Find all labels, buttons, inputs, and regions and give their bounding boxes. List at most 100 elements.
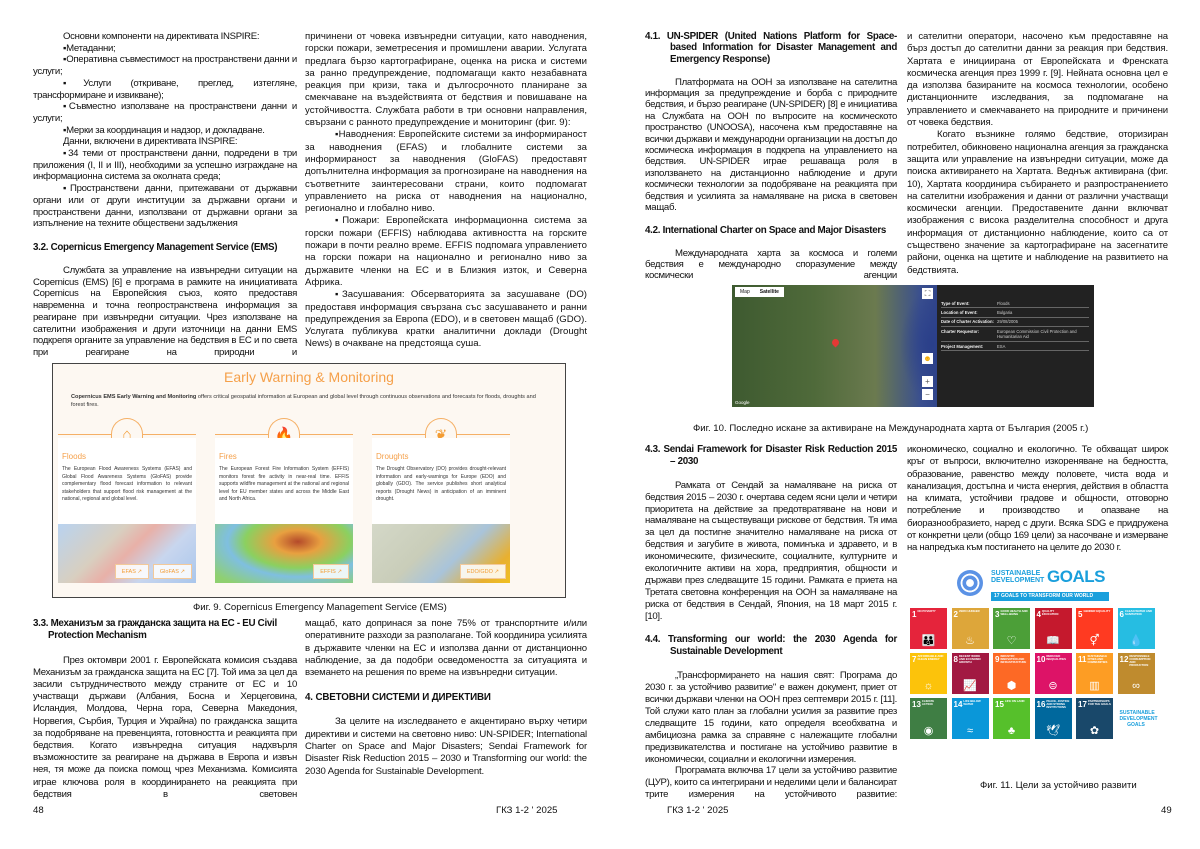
card-link-button[interactable]: GloFAS ↗ (152, 564, 192, 579)
sdg-tile-number: 1 (912, 610, 917, 619)
info-row: Location of Event: Bulgaria (941, 308, 1089, 318)
sdg-tile-number: 3 (995, 610, 1000, 619)
sdg-tile-header: 14 LIFE BELOW WATER (953, 700, 987, 710)
figure-card-fires: 🔥 Fires The European Forest Fire Informati… (215, 416, 353, 583)
paragraph: „Трансформирането на нашия свят: Програм… (645, 670, 897, 765)
street-view-pegman-icon[interactable]: ☻ (922, 353, 933, 364)
satellite-map[interactable]: Map Satellite ⛶ ☻ + − Google (732, 285, 937, 407)
heading-4-2: 4.2. International Charter on Space and … (645, 224, 887, 236)
card-link-button[interactable]: EFAS ↗ (114, 564, 149, 579)
figure-intro-text: offers critical geospatial information a… (71, 394, 536, 408)
sdg-tile-header: 1 NO POVERTY (912, 610, 945, 620)
sdg-goal-icon: 🕊 (1046, 725, 1060, 737)
paragraph: През октомври 2001 г. Европейската комис… (33, 654, 297, 800)
sdg-tile-5: 5 GENDER EQUALITY ⚥ (1076, 608, 1113, 649)
zoom-in-button[interactable]: + (922, 376, 933, 387)
right-column-1-bottom: 4.3. Sendai Framework for Disaster Risk … (645, 444, 897, 801)
left-column-1: Основни компоненти на директивата INSPIR… (33, 31, 297, 359)
sdg-tile-header: 11 SUSTAINABLE CITIES AND COMMUNITIES (1078, 654, 1111, 665)
bullet-item: ▪Съвместно използване на пространствени … (33, 101, 297, 124)
sdg-goal-icon: ☼ (923, 680, 934, 692)
card-map-image: EDO/GDO ↗ (372, 524, 510, 583)
sdg-tile-6: 6 CLEAN WATER AND SANITATION 💧 (1117, 608, 1155, 649)
info-label: Location of Event: (941, 309, 978, 315)
sdg-goal-icon: ✿ (1089, 725, 1100, 737)
satellite-tab[interactable]: Satellite (759, 289, 779, 295)
sdg-tile-header: 8 DECENT WORK AND ECONOMIC GROWTH (953, 654, 987, 665)
info-value: 29/08/2005 (997, 319, 1018, 325)
sdg-tile-number: 8 (953, 655, 958, 664)
sdg-tile-label: PARTNERSHIPS FOR THE GOALS (1087, 699, 1111, 706)
paragraph: Рамката от Сендай за намаляване на риска… (645, 479, 897, 622)
sdg-tile-label: SUSTAINABLE CITIES AND COMMUNITIES (1087, 654, 1108, 664)
paragraph: мащаб, като допринася за поне 75% от тра… (305, 618, 587, 679)
map-type-toggle[interactable]: Map Satellite (735, 287, 784, 297)
sdg-tile-header: 13 CLIMATE ACTION (912, 700, 945, 710)
sdg-tile-11: 11 SUSTAINABLE CITIES AND COMMUNITIES ▥ (1076, 653, 1113, 694)
heading-4-4: 4.4. Transforming our world: the 2030 Ag… (645, 634, 897, 658)
sdg-tile-label: LIFE ON LAND (1004, 699, 1025, 703)
card-title: Droughts (376, 452, 409, 461)
sdg-tile-number: 6 (1119, 610, 1124, 619)
sdg-tile-number: 16 (1036, 700, 1046, 709)
sdg-goal-icon: ⬢ (1006, 680, 1017, 692)
sdg-goal-icon: ⚥ (1089, 635, 1100, 647)
sdg-tile-number: 15 (995, 700, 1004, 709)
sdg-goal-icon: ◉ (923, 725, 934, 737)
location-pin-icon[interactable] (830, 337, 841, 348)
sdg-tile-label: GENDER EQUALITY (1083, 609, 1111, 613)
bullet-item: ▪Оперативна съвместимост на пространстве… (33, 54, 297, 78)
zoom-out-button[interactable]: − (922, 389, 933, 400)
sdg-tile-label: DECENT WORK AND ECONOMIC GROWTH (958, 654, 982, 664)
sdg-tile-number: 4 (1036, 610, 1041, 619)
bullet-item: ▪34 теми от пространствени данни, подред… (33, 148, 297, 183)
figure-11-sdg-goals: SUSTAINABLE DEVELOPMENT GOALS 17 GOALS T… (905, 567, 1165, 768)
paragraph: Платформата на ООН за използване на сате… (645, 76, 897, 214)
figure-10-caption: Фиг. 10. Последно искане за активиране н… (693, 423, 1089, 434)
sdg-tile-number: 10 (1036, 655, 1046, 664)
sdg-tile-label: QUALITY EDUCATION (1041, 609, 1059, 616)
bullet-item: ▪Пространствени данни, притежавани от дъ… (33, 183, 297, 230)
info-label: Type of Event: (941, 300, 970, 306)
sdg-tile-number: 5 (1078, 610, 1083, 619)
sdg-tile-16: 16 PEACE, JUSTICE AND STRONG INSTITUTIONS… (1034, 698, 1072, 739)
info-row: Charter Requestor: European Commission Ci… (941, 327, 1089, 343)
card-link-button[interactable]: EDO/GDO ↗ (459, 564, 506, 579)
heading-3-2: 3.2. Copernicus Emergency Management Ser… (33, 241, 278, 253)
paragraph: и сателитни оператори, насочено към пред… (907, 31, 1168, 129)
card-body: Fires The European Forest Fire Informatio… (215, 438, 353, 524)
info-value: ESA (997, 343, 1006, 349)
sdg-tile-label: REDUCED INEQUALITIES (1046, 654, 1066, 661)
info-value: Bulgaria (997, 309, 1013, 315)
sdg-title: SUSTAINABLE DEVELOPMENT (991, 570, 1045, 584)
info-label: Date of Charter Activation: (941, 319, 994, 325)
sdg-banner: 17 GOALS TO TRANSFORM OUR WORLD (991, 592, 1109, 601)
sdg-goal-icon: 📖 (1046, 635, 1060, 647)
bullet-item: ▪Засушавания: Обсерваторията за засушава… (305, 289, 587, 350)
sdg-goal-icon: ♨ (965, 635, 975, 647)
paragraph: причинени от човека извънредни ситуации,… (305, 31, 587, 129)
sdg-tile-17: 17 PARTNERSHIPS FOR THE GOALS ✿ (1076, 698, 1113, 739)
sdg-tile-label: GOOD HEALTH AND WELL-BEING (1000, 609, 1028, 616)
fullscreen-icon[interactable]: ⛶ (922, 288, 933, 299)
sdg-tile-number: 14 (953, 700, 963, 709)
sdg-tile-number: 2 (953, 610, 958, 619)
sdg-tile-7: 7 AFFORDABLE AND CLEAN ENERGY ☼ (910, 653, 947, 694)
sdg-tile-header: 15 LIFE ON LAND (995, 699, 1028, 710)
info-label: Project Management: (941, 343, 984, 349)
heading-4-3: 4.3. Sendai Framework for Disaster Risk … (645, 444, 897, 467)
left-column-1-bottom: 3.3. Механизъм за гражданска защита на Е… (33, 618, 297, 801)
map-tab[interactable]: Map (740, 289, 750, 295)
card-text: The European Flood Awareness Systems (EF… (62, 466, 192, 503)
sdg-tile-header: 12 RESPONSIBLE CONSUMPTION AND PRODUCTION (1120, 655, 1153, 667)
paragraph: икономическо, социално и екологично. Те … (907, 444, 1168, 554)
card-link-button[interactable]: EFFIS ↗ (313, 564, 349, 579)
sdg-goal-icon: ♡ (1006, 635, 1017, 647)
info-value: European Commission Civil Protection and… (997, 328, 1077, 340)
heading-3-3: 3.3. Механизъм за гражданска защита на Е… (33, 618, 277, 642)
un-emblem-icon (957, 570, 983, 596)
sdg-goal-icon: 📈 (963, 680, 977, 692)
sdg-goal-icon: 👪 (921, 635, 936, 647)
map-credit: Google (735, 400, 750, 405)
card-map-image: EFAS ↗ GloFAS ↗ (58, 524, 196, 583)
